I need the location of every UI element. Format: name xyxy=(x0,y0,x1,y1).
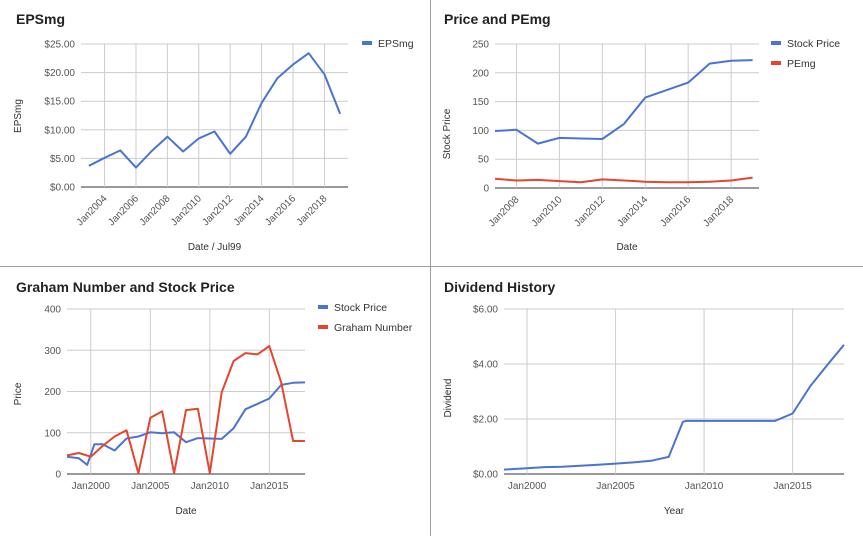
chart-panel-epsmg: EPSmg $0.00 $5.00 $10.00 $15.00 $20.00 $25.00… xyxy=(0,0,429,266)
x-tick-label: Jan2014 xyxy=(232,193,267,228)
y-tick-label: 400 xyxy=(44,305,61,316)
panel-divider-horizontal xyxy=(0,266,863,267)
y-tick-label: 0 xyxy=(483,184,489,195)
legend-label: Stock Price xyxy=(334,302,387,314)
x-tick-label: Jan2014 xyxy=(615,194,650,229)
y-axis-title: Dividend xyxy=(443,379,454,418)
x-tick-label: Jan2005 xyxy=(131,481,170,492)
x-tick-label: Jan2012 xyxy=(200,193,235,228)
chart-title: Graham Number and Stock Price xyxy=(16,279,235,295)
y-tick-label: 300 xyxy=(44,346,61,357)
x-tick-label: Jan2005 xyxy=(596,481,635,492)
x-tick-label: Jan2008 xyxy=(487,194,522,229)
legend-swatch xyxy=(362,41,372,45)
x-axis-title: Date xyxy=(175,506,197,517)
x-tick-label: Jan2016 xyxy=(658,194,693,229)
x-tick-label: Jan2010 xyxy=(191,481,230,492)
x-tick-label: Jan2008 xyxy=(138,193,173,228)
chart-svg-dividend: $0.00 $2.00 $4.00 $6.00 Jan2000 Jan2005 Jan201… xyxy=(443,305,845,517)
y-tick-label: 100 xyxy=(44,428,61,439)
y-tick-label: 200 xyxy=(472,68,489,79)
x-axis-title: Year xyxy=(664,506,685,517)
y-axis-title: EPSmg xyxy=(13,99,24,133)
x-tick-label: Jan2010 xyxy=(169,193,204,228)
x-tick-label: Jan2010 xyxy=(530,194,565,229)
y-tick-label: $6.00 xyxy=(473,305,498,316)
y-tick-label: 50 xyxy=(478,155,490,166)
y-axis-title: Stock Price xyxy=(442,108,453,159)
chart-panel-dividend: Dividend History $0.00 $2.00 $4.00 $6.00 Jan… xyxy=(431,268,863,536)
y-tick-label: 250 xyxy=(472,40,489,51)
panel-divider-vertical xyxy=(430,0,431,536)
y-tick-label: $25.00 xyxy=(44,40,75,51)
x-tick-label: Jan2015 xyxy=(773,481,812,492)
y-tick-label: $15.00 xyxy=(44,97,75,108)
legend-swatch xyxy=(318,305,328,309)
y-tick-label: $0.00 xyxy=(50,183,75,194)
series-line-epsmg xyxy=(88,52,342,169)
legend-label: Graham Number xyxy=(334,322,413,334)
legend-label: EPSmg xyxy=(378,38,414,50)
chart-svg-graham: 0 100 200 300 400 Jan2000 Jan2005 Jan2010 Jan201… xyxy=(13,302,413,517)
series-line-stock-price xyxy=(494,59,753,145)
x-tick-label: Jan2018 xyxy=(295,193,330,228)
series-line-graham-number xyxy=(66,345,305,475)
y-tick-label: $0.00 xyxy=(473,470,498,481)
y-tick-label: 100 xyxy=(472,126,489,137)
y-tick-label: $20.00 xyxy=(44,68,75,79)
x-tick-label: Jan2015 xyxy=(250,481,289,492)
series-line-dividend xyxy=(503,344,845,471)
y-tick-label: 150 xyxy=(472,97,489,108)
legend-swatch xyxy=(771,61,781,65)
y-tick-label: $5.00 xyxy=(50,154,75,165)
y-tick-label: 0 xyxy=(55,470,61,481)
legend-swatch xyxy=(771,41,781,45)
x-tick-label: Jan2004 xyxy=(75,193,110,228)
y-axis-title: Price xyxy=(13,382,24,405)
chart-title: EPSmg xyxy=(16,11,66,27)
x-tick-label: Jan2012 xyxy=(573,194,608,229)
legend-label: PEmg xyxy=(787,58,816,70)
x-tick-label: Jan2018 xyxy=(701,194,736,229)
legend-swatch xyxy=(318,325,328,329)
x-tick-label: Jan2000 xyxy=(72,481,111,492)
chart-title: Dividend History xyxy=(444,279,556,295)
x-axis-title: Date / Jul99 xyxy=(188,242,242,253)
chart-title: Price and PEmg xyxy=(444,11,551,27)
x-axis-title: Date xyxy=(616,242,638,253)
x-tick-label: Jan2016 xyxy=(263,193,298,228)
chart-svg-epsmg: $0.00 $5.00 $10.00 $15.00 $20.00 $25.00 Jan200… xyxy=(13,38,414,253)
y-tick-label: $4.00 xyxy=(473,360,498,371)
series-line-pemg xyxy=(494,176,753,184)
legend-label: Stock Price xyxy=(787,38,840,50)
x-tick-label: Jan2000 xyxy=(508,481,547,492)
x-tick-label: Jan2010 xyxy=(685,481,724,492)
chart-panel-graham: Graham Number and Stock Price 0 100 200 300… xyxy=(0,268,429,536)
y-tick-label: $2.00 xyxy=(473,415,498,426)
y-tick-label: 200 xyxy=(44,387,61,398)
chart-panel-price-pemg: Price and PEmg 0 50 100 150 200 250 Jan2008 Jan… xyxy=(431,0,863,266)
y-tick-label: $10.00 xyxy=(44,125,75,136)
x-tick-label: Jan2006 xyxy=(106,193,141,228)
